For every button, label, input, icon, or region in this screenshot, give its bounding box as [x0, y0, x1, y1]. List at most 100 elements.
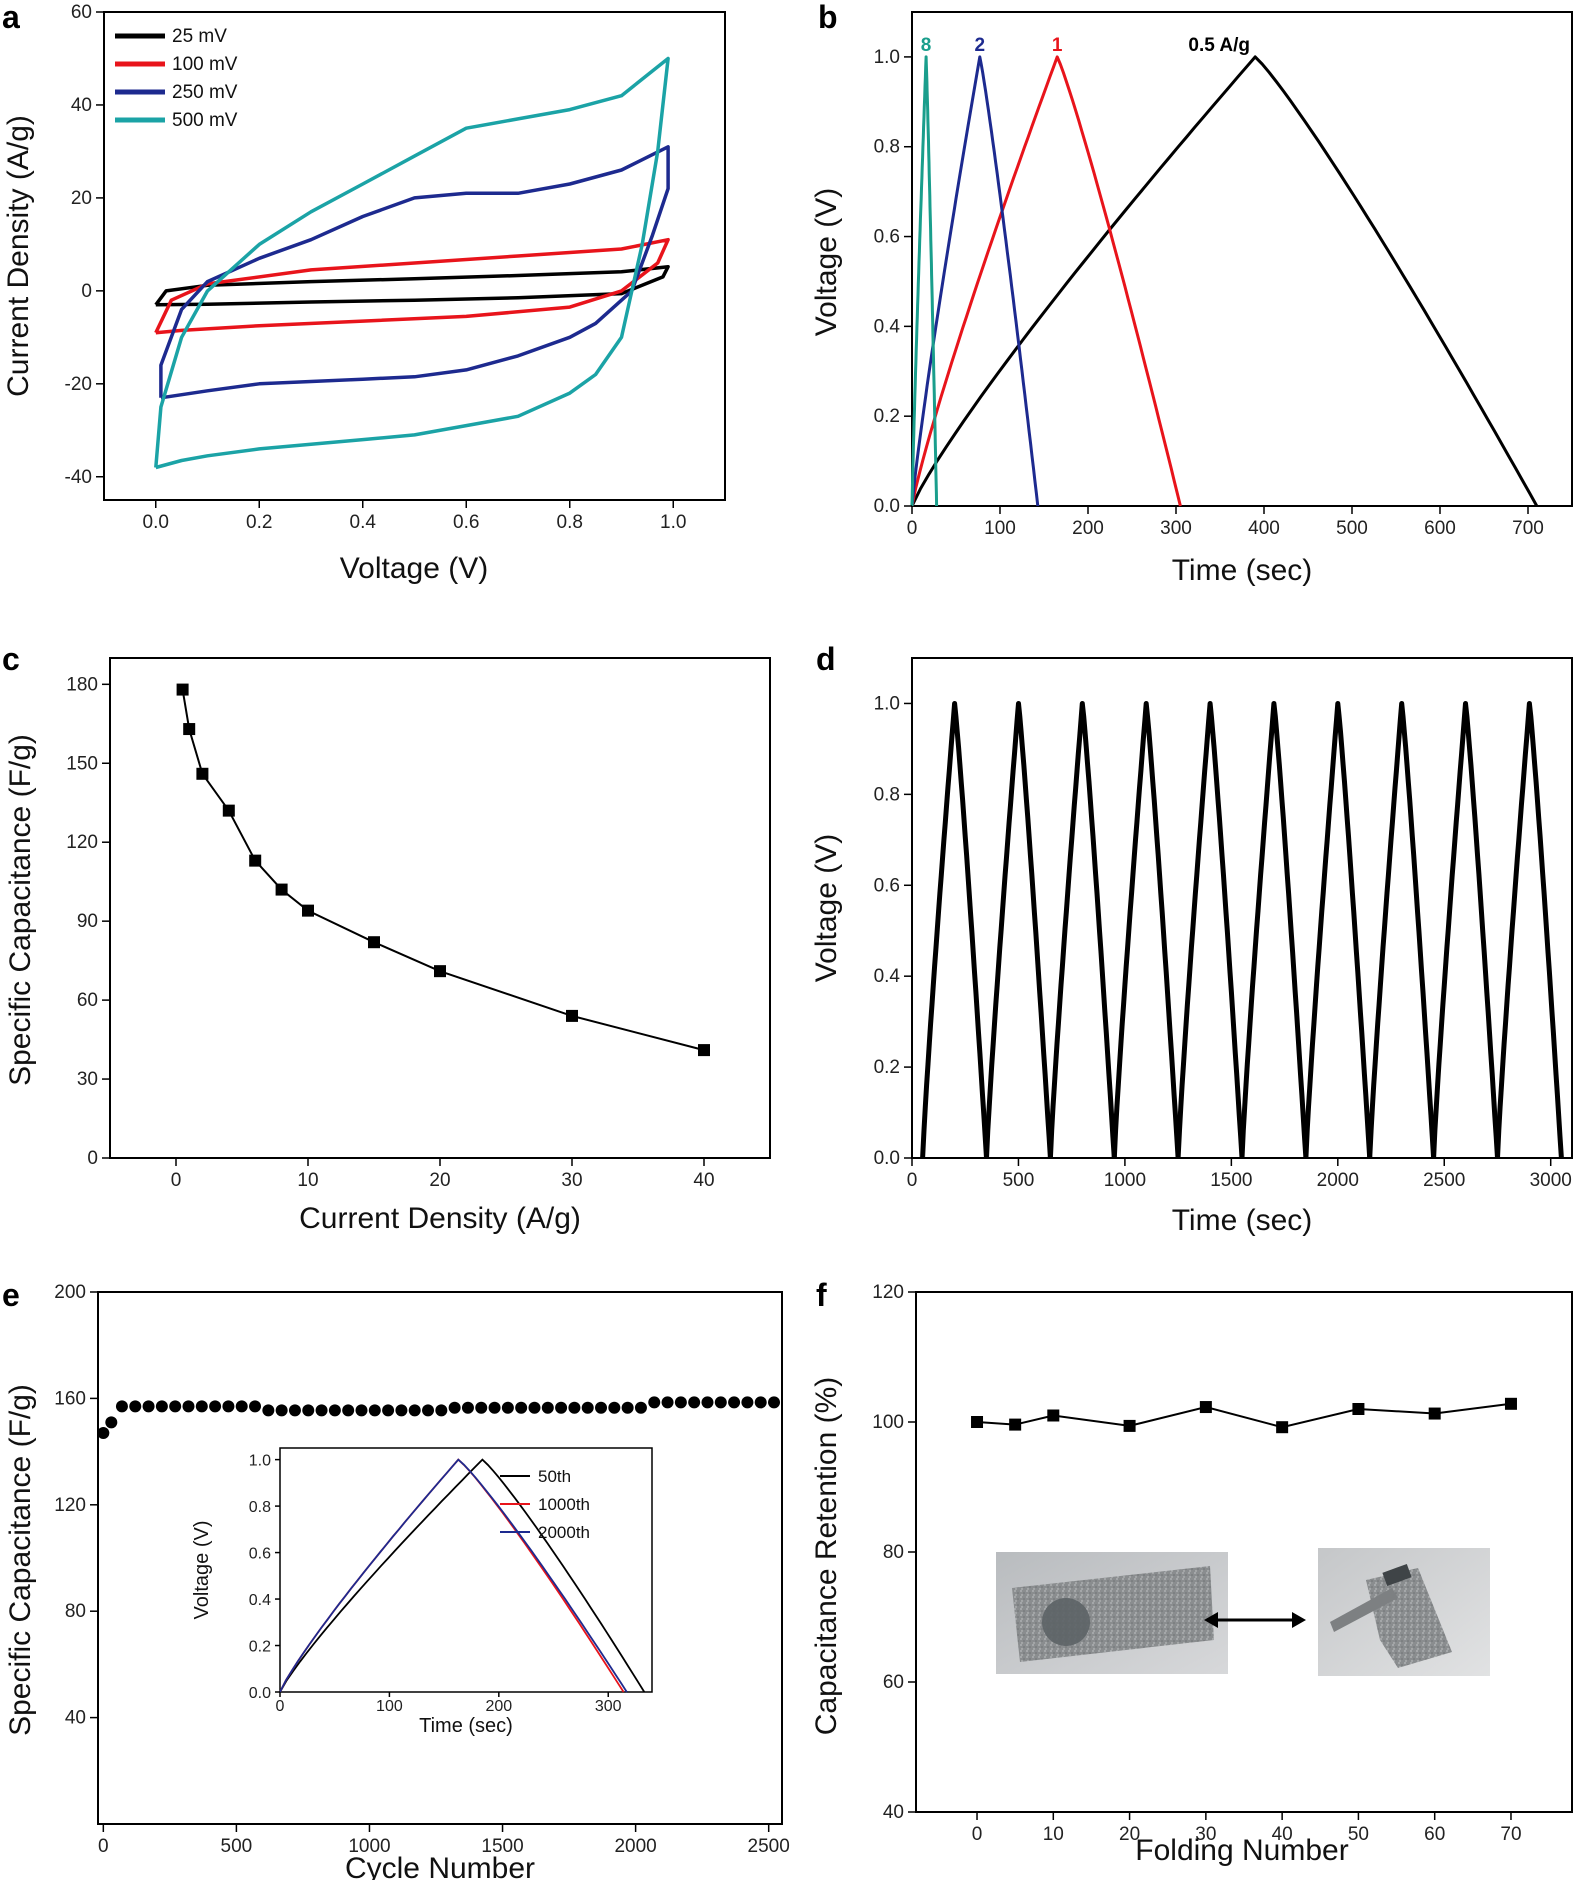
- cycle-point-19: [342, 1404, 355, 1417]
- cycle-point-4: [142, 1400, 155, 1413]
- cycle-curve-1: [984, 701, 1053, 1159]
- b-x-tick-label-1: 100: [984, 518, 1016, 539]
- f-x-tick-label-5: 50: [1348, 1824, 1369, 1845]
- d-y-tick-label-0: 0.0: [874, 1148, 900, 1169]
- y-axis-label-f: Capacitance Retention (%): [810, 1377, 843, 1736]
- panel-d: d 0 500 1000 1500 2000 2500 3000 0.0 0.2 0.4 0.6 0.…: [810, 641, 1573, 1237]
- ei-y-tick-label-0: 0.0: [249, 1685, 271, 1702]
- b-x-tick-label-2: 200: [1072, 518, 1104, 539]
- c-y-tick-label-2: 60: [77, 990, 98, 1011]
- cycle-point-23: [395, 1404, 408, 1417]
- cycle-point-20: [355, 1404, 368, 1417]
- gcd-curve-1: [910, 55, 1182, 507]
- legend-label-a-0: 25 mV: [172, 26, 227, 47]
- cycle-point-3: [129, 1400, 142, 1413]
- f-x-tick-label-7: 70: [1500, 1824, 1521, 1845]
- b-x-tick-label-7: 700: [1512, 518, 1544, 539]
- cycle-curve-0: [920, 701, 989, 1159]
- retention-point-1: [1009, 1418, 1022, 1431]
- ei-x-tick-label-2: 200: [485, 1698, 512, 1715]
- plot-frame-b: [911, 11, 1573, 507]
- retention-point-5: [1276, 1421, 1289, 1434]
- inset-legend-label-2: 2000th: [538, 1523, 590, 1542]
- c-y-tick-label-4: 120: [66, 832, 98, 853]
- x-axis-label-a: Voltage (V): [340, 552, 488, 585]
- ei-y-tick-label-3: 0.6: [249, 1546, 271, 1563]
- inset-frame-e: [279, 1447, 653, 1693]
- inset-e: 0 100 200 300 0.0 0.2 0.4 0.6 0.8 1.0 50th 1000th…: [191, 1447, 653, 1737]
- retention-point-7: [1428, 1407, 1441, 1420]
- cv-loop-0: [154, 264, 670, 307]
- e-y-tick-label-3: 160: [54, 1388, 86, 1409]
- inset-legend-label-1: 1000th: [538, 1495, 590, 1514]
- cycle-point-51: [768, 1396, 781, 1409]
- retention-point-8: [1504, 1397, 1517, 1410]
- y-axis-label-c: Specific Capacitance (F/g): [4, 734, 37, 1086]
- x-axis-label-b: Time (sec): [1172, 554, 1313, 587]
- cycle-point-33: [528, 1401, 541, 1414]
- c-y-tick-label-1: 30: [77, 1069, 98, 1090]
- cycle-curve-2: [1047, 701, 1117, 1159]
- panel-f: f 0 10 20 30 40 50 60 70 40 60 80 100 120 Folding Nu…: [810, 1277, 1573, 1867]
- cycle-point-50: [754, 1396, 767, 1409]
- cv-loop-2: [159, 145, 670, 400]
- cycle-point-48: [728, 1396, 741, 1409]
- d-y-tick-label-5: 1.0: [874, 693, 900, 714]
- a-x-tick-label-0: 0.0: [143, 512, 169, 533]
- b-x-tick-label-5: 500: [1336, 518, 1368, 539]
- x-axis-label-c: Current Density (A/g): [299, 1202, 581, 1235]
- plot-frame-a: [103, 11, 726, 501]
- cycle-point-11: [235, 1400, 248, 1413]
- e-x-tick-label-2: 1000: [348, 1836, 390, 1857]
- plot-frame-c: [109, 657, 771, 1159]
- panel-b: b 0 100 200 300 400 500 600 700 0.0 0.2 0.4 0.6 0.8 1…: [810, 0, 1573, 587]
- b-y-tick-label-1: 0.2: [874, 406, 900, 427]
- cycle-point-22: [382, 1404, 395, 1417]
- retention-point-0: [971, 1416, 984, 1428]
- y-axis-label-e: Specific Capacitance (F/g): [4, 1384, 37, 1736]
- cycle-point-30: [488, 1401, 501, 1414]
- panel-label-c: c: [2, 641, 20, 677]
- plot-frame-e: [97, 1291, 783, 1825]
- capacitance-point-7: [368, 936, 380, 949]
- a-x-tick-label-3: 0.6: [453, 512, 479, 533]
- cycle-curve-3: [1111, 701, 1181, 1159]
- f-x-tick-label-4: 40: [1272, 1824, 1293, 1845]
- capacitance-point-1: [183, 723, 196, 736]
- e-x-tick-label-0: 0: [98, 1836, 109, 1857]
- cv-loop-1: [154, 237, 670, 335]
- gcd-annotation-1: 1: [1052, 35, 1063, 56]
- cycle-point-16: [302, 1404, 315, 1417]
- cycle-point-12: [249, 1400, 262, 1413]
- d-y-tick-label-4: 0.8: [874, 784, 900, 805]
- e-x-tick-label-5: 2500: [748, 1836, 790, 1857]
- cycle-point-6: [169, 1400, 182, 1413]
- b-x-tick-label-4: 400: [1248, 518, 1280, 539]
- c-x-tick-label-2: 20: [429, 1170, 450, 1191]
- panel-label-f: f: [816, 1277, 827, 1313]
- capacitance-point-8: [434, 965, 446, 978]
- inset-x-axis-label-e: Time (sec): [419, 1715, 513, 1737]
- cycle-curve-6: [1303, 701, 1373, 1159]
- cycle-point-26: [435, 1404, 448, 1417]
- cycle-curve-5: [1239, 701, 1309, 1159]
- b-y-tick-label-5: 1.0: [874, 47, 900, 68]
- photo-folded-device: [1318, 1548, 1490, 1676]
- cycle-point-24: [408, 1404, 421, 1417]
- b-x-tick-label-6: 600: [1424, 518, 1456, 539]
- d-x-tick-label-4: 2000: [1317, 1170, 1359, 1191]
- cycle-point-49: [741, 1396, 754, 1409]
- cycle-point-0: [97, 1426, 110, 1439]
- d-y-tick-label-1: 0.2: [874, 1057, 900, 1078]
- capacitance-point-4: [249, 854, 262, 867]
- gcd-annotation-3: 8: [921, 35, 932, 56]
- inset-legend-e: 50th 1000th 2000th: [500, 1467, 590, 1542]
- a-y-tick-label-5: 60: [71, 2, 92, 23]
- a-x-tick-label-4: 0.8: [557, 512, 583, 533]
- tweezers: [1330, 1588, 1398, 1632]
- cycle-point-35: [555, 1401, 568, 1414]
- c-x-tick-label-0: 0: [171, 1170, 182, 1191]
- cycle-point-2: [115, 1400, 128, 1413]
- f-y-tick-label-0: 40: [883, 1802, 904, 1823]
